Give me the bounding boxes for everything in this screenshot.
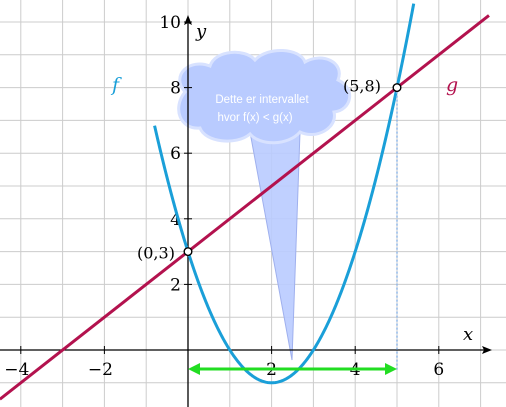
point-label-0-3: (0,3)	[137, 244, 175, 263]
intersection-point	[392, 83, 402, 93]
y-tick-label: 10	[159, 13, 181, 33]
callout-cloud	[177, 48, 351, 145]
callout-tail	[249, 131, 301, 361]
x-tick-label: −2	[88, 360, 113, 380]
y-tick-label: 8	[170, 79, 181, 99]
y-tick-label: 4	[170, 210, 181, 230]
intersection-point	[183, 247, 193, 257]
x-tick-label: −4	[4, 360, 29, 380]
y-tick-label: 6	[170, 144, 181, 164]
marks	[183, 83, 402, 375]
interval-arrow-right-head	[385, 363, 397, 375]
interval-arrow-left-head	[188, 363, 200, 375]
series-g-line	[0, 14, 490, 401]
series-label-f: f	[110, 74, 122, 96]
point-label-5-8: (5,8)	[343, 77, 381, 96]
y-axis-label: y	[195, 21, 207, 42]
series-f-curve	[153, 3, 416, 385]
x-axis-label: x	[463, 324, 473, 345]
x-axis-arrow	[482, 346, 492, 354]
callout-line-1: Dette er intervallet	[215, 94, 309, 106]
callout-line-2: hvor f(x) < g(x)	[217, 112, 292, 124]
callout-bubble: Dette er intervallet hvor f(x) < g(x)	[177, 48, 351, 361]
y-tick-label: 2	[170, 275, 181, 295]
x-tick-label: 6	[433, 360, 444, 380]
series-label-g: g	[446, 74, 458, 96]
curves	[0, 3, 490, 401]
